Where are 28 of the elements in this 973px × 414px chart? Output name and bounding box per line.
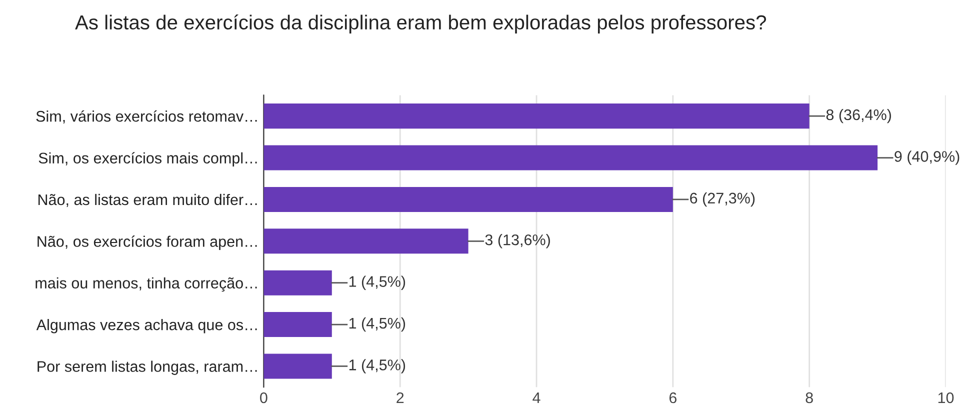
data-label: 3 (13,6%) [485,234,550,248]
y-tick-label: Algumas vezes achava que os… [36,319,257,334]
bar [264,312,332,338]
y-tick-label: mais ou menos, tinha correção… [36,277,257,292]
x-tick-label: 0 [260,392,268,404]
bar [264,270,332,296]
data-label: 1 (4,5%) [349,359,406,374]
y-tick-label: Sim, os exercícios mais compl… [38,152,257,167]
y-tick-label: Por serem listas longas, raram… [38,360,257,375]
bar [264,104,810,129]
chart-title: As listas de exercícios da disciplina eram bem exploradas pelos professores? [75,14,766,34]
bar [264,145,878,170]
y-tick-label: Não, as listas eram muito difer… [38,194,257,207]
y-tick-label: Sim, vários exercícios retomav… [36,110,257,124]
data-label: 8 (36,4%) [826,108,891,124]
data-label: 9 (40,9%) [894,150,960,165]
bar [264,186,673,212]
data-label: 6 (27,3%) [690,192,755,207]
bar [264,228,468,254]
data-label: 1 (4,5%) [349,317,406,332]
x-tick-label: 6 [669,392,677,404]
data-label: 1 (4,5%) [349,276,406,290]
x-tick-label: 2 [396,392,404,404]
y-tick-label: Não, os exercícios foram apen… [38,236,257,250]
bar [264,354,332,379]
x-tick-label: 4 [532,392,540,404]
x-tick-label: 10 [938,392,954,404]
x-tick-label: 8 [806,392,813,404]
